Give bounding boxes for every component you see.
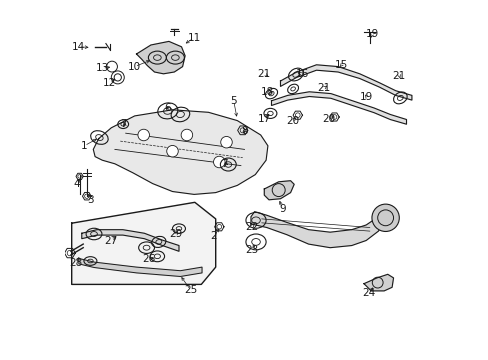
Polygon shape	[93, 110, 267, 194]
Text: 15: 15	[334, 60, 347, 70]
Text: 19: 19	[365, 29, 378, 39]
Text: 12: 12	[102, 78, 116, 88]
Polygon shape	[280, 65, 411, 100]
Text: 8: 8	[241, 126, 247, 136]
Circle shape	[213, 156, 224, 168]
Circle shape	[220, 136, 232, 148]
Text: 25: 25	[183, 285, 197, 295]
Circle shape	[371, 204, 399, 231]
Polygon shape	[81, 230, 179, 251]
Circle shape	[181, 129, 192, 141]
Text: 14: 14	[71, 42, 84, 52]
Text: 19: 19	[360, 92, 373, 102]
Text: 17: 17	[257, 114, 270, 124]
Text: 27: 27	[104, 236, 118, 246]
Text: 23: 23	[244, 245, 258, 255]
Text: 10: 10	[128, 62, 141, 72]
Text: 7: 7	[221, 159, 227, 169]
Text: 21: 21	[257, 69, 270, 79]
Text: 28: 28	[69, 258, 82, 268]
Circle shape	[138, 129, 149, 141]
Text: 20: 20	[286, 116, 299, 126]
Circle shape	[166, 145, 178, 157]
Polygon shape	[250, 212, 385, 248]
Text: 2: 2	[210, 231, 217, 241]
Text: 18: 18	[261, 87, 274, 97]
Text: 1: 1	[81, 141, 87, 151]
Text: 5: 5	[230, 96, 237, 106]
Text: 4: 4	[74, 179, 80, 189]
Text: 9: 9	[279, 204, 285, 214]
Text: 22: 22	[244, 222, 258, 232]
Text: 29: 29	[169, 229, 183, 239]
Text: 11: 11	[187, 33, 200, 43]
Text: 6: 6	[163, 103, 170, 113]
Text: 7: 7	[121, 119, 127, 129]
Text: 24: 24	[361, 288, 375, 298]
Polygon shape	[79, 258, 202, 276]
Polygon shape	[264, 181, 294, 200]
Text: 13: 13	[96, 63, 109, 73]
Polygon shape	[72, 202, 215, 284]
Text: 3: 3	[87, 195, 94, 205]
Polygon shape	[136, 41, 185, 74]
Text: 26: 26	[142, 254, 155, 264]
Text: 21: 21	[392, 71, 405, 81]
Text: 20: 20	[322, 114, 335, 124]
Text: 21: 21	[316, 83, 330, 93]
Polygon shape	[363, 274, 393, 291]
Text: 16: 16	[295, 69, 308, 79]
Polygon shape	[271, 92, 406, 124]
